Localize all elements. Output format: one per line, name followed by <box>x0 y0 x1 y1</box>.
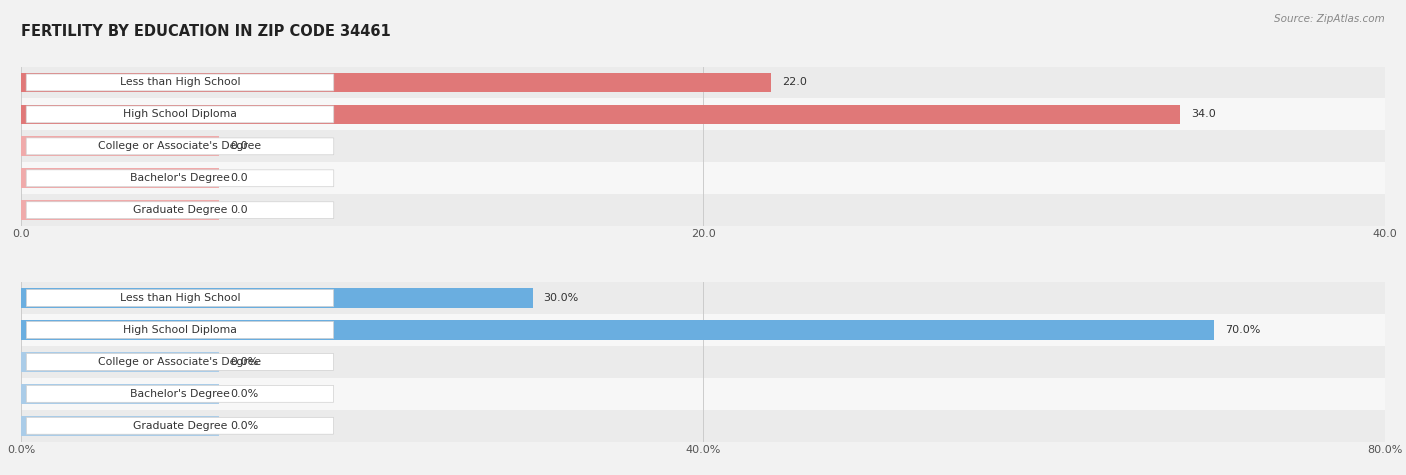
Text: 0.0%: 0.0% <box>229 421 259 431</box>
Bar <box>21 66 1385 98</box>
Text: 34.0: 34.0 <box>1191 109 1216 119</box>
Bar <box>21 346 1385 378</box>
Bar <box>21 162 1385 194</box>
Bar <box>21 314 1385 346</box>
FancyBboxPatch shape <box>27 290 333 306</box>
Text: Bachelor's Degree: Bachelor's Degree <box>129 173 231 183</box>
Text: Graduate Degree: Graduate Degree <box>132 421 228 431</box>
Text: 0.0: 0.0 <box>229 142 247 152</box>
Bar <box>21 352 219 372</box>
Text: 0.0: 0.0 <box>229 205 247 215</box>
FancyBboxPatch shape <box>27 385 333 402</box>
Bar <box>21 136 219 156</box>
Text: High School Diploma: High School Diploma <box>124 109 238 119</box>
Text: 0.0%: 0.0% <box>229 389 259 399</box>
Bar <box>21 194 1385 226</box>
FancyBboxPatch shape <box>27 353 333 370</box>
Text: Less than High School: Less than High School <box>120 293 240 303</box>
Text: 30.0%: 30.0% <box>544 293 579 303</box>
Bar <box>21 378 1385 410</box>
Bar <box>21 104 1181 124</box>
Text: FERTILITY BY EDUCATION IN ZIP CODE 34461: FERTILITY BY EDUCATION IN ZIP CODE 34461 <box>21 24 391 39</box>
FancyBboxPatch shape <box>27 106 333 123</box>
Text: Bachelor's Degree: Bachelor's Degree <box>129 389 231 399</box>
Text: Less than High School: Less than High School <box>120 77 240 87</box>
FancyBboxPatch shape <box>27 138 333 155</box>
Bar <box>21 288 533 308</box>
FancyBboxPatch shape <box>27 202 333 218</box>
Bar <box>21 384 219 404</box>
Bar <box>21 200 219 220</box>
Bar <box>21 73 772 92</box>
Text: Source: ZipAtlas.com: Source: ZipAtlas.com <box>1274 14 1385 24</box>
Text: College or Associate's Degree: College or Associate's Degree <box>98 142 262 152</box>
Text: Graduate Degree: Graduate Degree <box>132 205 228 215</box>
Text: 0.0%: 0.0% <box>229 357 259 367</box>
Bar <box>21 168 219 188</box>
Text: High School Diploma: High School Diploma <box>124 325 238 335</box>
Bar <box>21 282 1385 314</box>
Bar <box>21 410 1385 442</box>
Bar <box>21 416 219 436</box>
Bar <box>21 320 1215 340</box>
FancyBboxPatch shape <box>27 74 333 91</box>
Bar <box>21 130 1385 162</box>
Text: 70.0%: 70.0% <box>1226 325 1261 335</box>
FancyBboxPatch shape <box>27 170 333 187</box>
Text: College or Associate's Degree: College or Associate's Degree <box>98 357 262 367</box>
Bar <box>21 98 1385 130</box>
Text: 0.0: 0.0 <box>229 173 247 183</box>
FancyBboxPatch shape <box>27 418 333 434</box>
FancyBboxPatch shape <box>27 322 333 338</box>
Text: 22.0: 22.0 <box>782 77 807 87</box>
